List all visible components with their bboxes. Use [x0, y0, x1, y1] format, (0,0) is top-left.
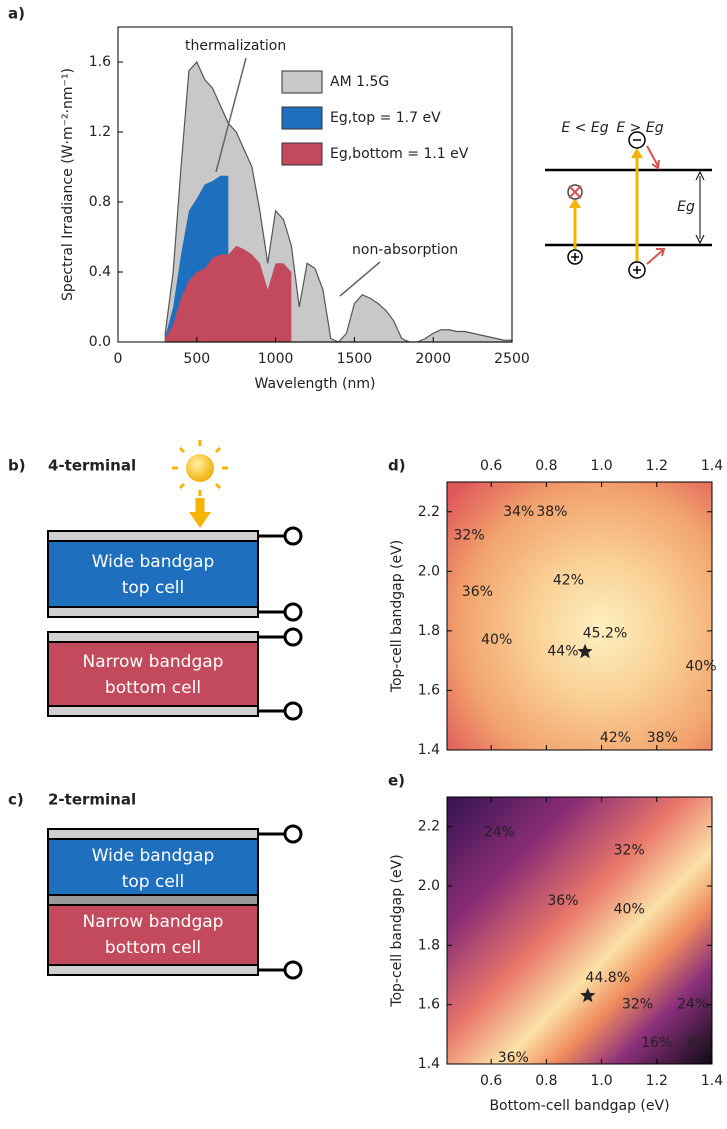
contour-label: 44% — [547, 644, 578, 660]
y-tick-label: 1.8 — [418, 937, 440, 953]
band-diagram: E < Eg E > Eg Eg — [545, 120, 712, 279]
panel-label: a) — [8, 5, 25, 23]
legend-label: Eg,bottom = 1.1 eV — [330, 146, 469, 162]
annotation: thermalization — [185, 38, 286, 54]
contour-label: 42% — [600, 730, 631, 746]
cell-label: top cell — [122, 578, 185, 598]
optimum-star — [577, 643, 593, 659]
gap-label: Eg — [677, 199, 695, 215]
contour-label: 36% — [498, 1050, 529, 1066]
cell-label: bottom cell — [105, 678, 201, 698]
y-tick-label: 1.8 — [418, 623, 440, 639]
legend-label: Eg,top = 1.7 eV — [330, 110, 441, 126]
plot-frame — [117, 26, 513, 343]
annotation-line — [215, 57, 247, 173]
legend-swatch — [281, 106, 323, 130]
cell-label: Wide bandgap — [92, 846, 215, 866]
band-label: E < Eg — [561, 120, 608, 136]
x-axis-title: Wavelength (nm) — [255, 376, 376, 392]
x-tick-label: 0.6 — [480, 458, 502, 474]
optimum-label: 45.2% — [583, 626, 627, 642]
x-tick-label: 2000 — [415, 351, 451, 367]
cell-label: Narrow bandgap — [83, 912, 224, 932]
x-tick-label: 1.0 — [590, 458, 612, 474]
contour-label: 34% — [503, 504, 534, 520]
y-tick-label: 1.4 — [418, 1056, 440, 1072]
x-tick-label: 1.2 — [646, 458, 668, 474]
x-tick-label: 0 — [114, 351, 123, 367]
x-tick-label: 0.6 — [480, 1073, 502, 1089]
y-tick-label: 0.0 — [89, 334, 111, 350]
y-axis-title: Top-cell bandgap (eV) — [389, 854, 405, 1007]
contour-label: 36% — [462, 584, 493, 600]
contour-label: 40% — [614, 902, 645, 918]
cell-label: bottom cell — [105, 938, 201, 958]
y-tick-label: 2.0 — [418, 878, 440, 894]
contour-field — [447, 482, 712, 750]
x-tick-label: 1.2 — [646, 1073, 668, 1089]
plot-frame — [446, 796, 713, 1065]
panel-label: e) — [388, 772, 405, 790]
cell-label: Wide bandgap — [92, 552, 215, 572]
cell-label: Narrow bandgap — [83, 652, 224, 672]
contour-label: 16% — [641, 1035, 672, 1051]
legend-label: AM 1.5G — [330, 74, 389, 90]
schematic-4-terminal: Wide bandgap top cell Narrow bandgap bot… — [47, 440, 303, 721]
x-tick-label: 1.0 — [590, 1073, 612, 1089]
contour-label: 38% — [647, 730, 678, 746]
schematic-title: 4-terminal — [48, 457, 136, 475]
y-tick-label: 2.0 — [418, 563, 440, 579]
y-tick-label: 1.6 — [89, 54, 111, 70]
x-tick-label: 1.4 — [701, 1073, 723, 1089]
optimum-star — [580, 987, 596, 1003]
y-axis-title: Spectral Irradiance (W·m⁻²·nm⁻¹) — [60, 68, 76, 301]
y-tick-label: 1.6 — [418, 997, 440, 1013]
x-tick-label: 2500 — [494, 351, 530, 367]
y-tick-label: 2.2 — [418, 504, 440, 520]
y-tick-label: 2.2 — [418, 819, 440, 835]
plot-frame — [446, 481, 713, 751]
contour-label: 24% — [484, 825, 515, 841]
y-tick-label: 1.2 — [89, 124, 111, 140]
contour-label: 32% — [454, 528, 485, 544]
x-tick-label: 1.4 — [701, 458, 723, 474]
contour-label: 42% — [553, 572, 584, 588]
y-tick-label: 1.4 — [418, 742, 440, 758]
y-tick-label: 0.4 — [89, 264, 111, 280]
contour-label: 32% — [622, 997, 653, 1013]
contour-label: 32% — [614, 842, 645, 858]
panel-label: b) — [8, 457, 26, 475]
panel-label: c) — [8, 791, 24, 809]
y-axis-title: Top-cell bandgap (eV) — [389, 540, 405, 693]
y-tick-label: 0.8 — [89, 194, 111, 210]
band-label: E > Eg — [616, 120, 663, 136]
legend-swatch — [281, 70, 323, 94]
x-tick-label: 1000 — [258, 351, 294, 367]
x-tick-label: 0.8 — [535, 458, 557, 474]
contour-label: 40% — [481, 632, 512, 648]
x-axis-title: Bottom-cell bandgap (eV) — [489, 1098, 669, 1114]
annotation-line — [339, 261, 381, 297]
contour-label: 38% — [536, 504, 567, 520]
spectrum-area — [165, 245, 292, 342]
schematic-2-terminal: Wide bandgap top cell Narrow bandgap bot… — [47, 824, 303, 980]
x-tick-label: 500 — [183, 351, 210, 367]
y-tick-label: 1.6 — [418, 682, 440, 698]
contour-label: 24% — [677, 997, 708, 1013]
x-tick-label: 0.8 — [535, 1073, 557, 1089]
annotation: non-absorption — [352, 242, 458, 258]
contour-field — [447, 797, 712, 1064]
contour-label: 40% — [685, 659, 716, 675]
schematic-title: 2-terminal — [48, 791, 136, 809]
contour-label: 8% — [687, 1035, 709, 1051]
cell-label: top cell — [122, 872, 185, 892]
legend-swatch — [281, 142, 323, 166]
panel-label: d) — [388, 457, 406, 475]
contour-label: 36% — [547, 893, 578, 909]
x-tick-label: 1500 — [337, 351, 373, 367]
optimum-label: 44.8% — [586, 970, 630, 986]
